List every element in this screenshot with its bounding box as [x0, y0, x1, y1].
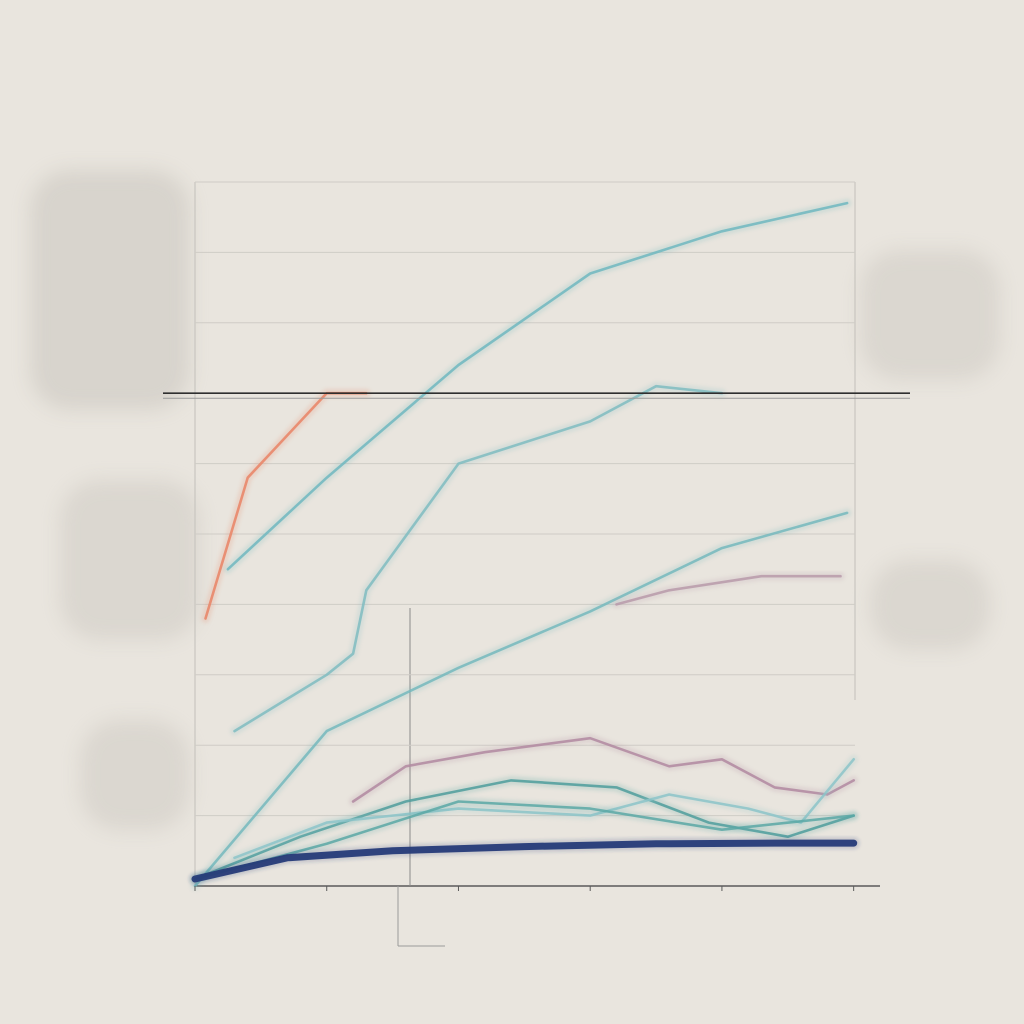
- smudge-decoration: [30, 170, 1000, 830]
- x-tick-marks: [194, 886, 855, 891]
- series-line-halo: [223, 198, 852, 574]
- series-line-halo: [348, 733, 859, 806]
- series-line-halo: [230, 381, 727, 736]
- series-line-halo: [201, 388, 371, 623]
- series-line: [204, 391, 368, 620]
- series-line: [193, 800, 855, 881]
- series-line: [351, 736, 855, 803]
- gridlines: [195, 181, 855, 817]
- series-line: [233, 384, 724, 733]
- series-line: [191, 839, 858, 883]
- series-line: [193, 511, 849, 888]
- series-line: [193, 779, 855, 881]
- reference-line-group: [163, 392, 910, 399]
- series-lines: [189, 198, 860, 891]
- series-line: [226, 201, 849, 571]
- series-line: [615, 574, 842, 606]
